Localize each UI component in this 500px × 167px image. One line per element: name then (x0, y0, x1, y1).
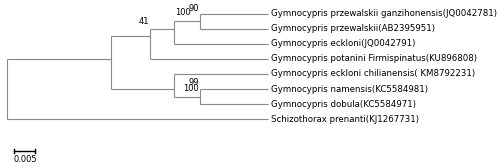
Text: Gymnocypris namensis(KC5584981): Gymnocypris namensis(KC5584981) (271, 85, 428, 94)
Text: Gymnocypris eckloni(JQ0042791): Gymnocypris eckloni(JQ0042791) (271, 39, 416, 48)
Text: 41: 41 (138, 17, 149, 26)
Text: Schizothorax prenanti(KJ1267731): Schizothorax prenanti(KJ1267731) (271, 115, 419, 124)
Text: 100: 100 (183, 84, 199, 93)
Text: Gymnocypris przewalskii(AB2395951): Gymnocypris przewalskii(AB2395951) (271, 24, 435, 33)
Text: 100: 100 (175, 8, 191, 17)
Text: Gymnocypris eckloni chilianensis( KM8792231): Gymnocypris eckloni chilianensis( KM8792… (271, 69, 476, 78)
Text: Gymnocypris dobula(KC5584971): Gymnocypris dobula(KC5584971) (271, 100, 416, 109)
Text: 90: 90 (188, 4, 199, 13)
Text: Gymnocypris przewalskii ganzihonensis(JQ0042781): Gymnocypris przewalskii ganzihonensis(JQ… (271, 9, 497, 18)
Text: 0.005: 0.005 (13, 155, 36, 164)
Text: 99: 99 (188, 78, 199, 87)
Text: Gymnocypris potanini Firmispinatus(KU896808): Gymnocypris potanini Firmispinatus(KU896… (271, 54, 477, 63)
